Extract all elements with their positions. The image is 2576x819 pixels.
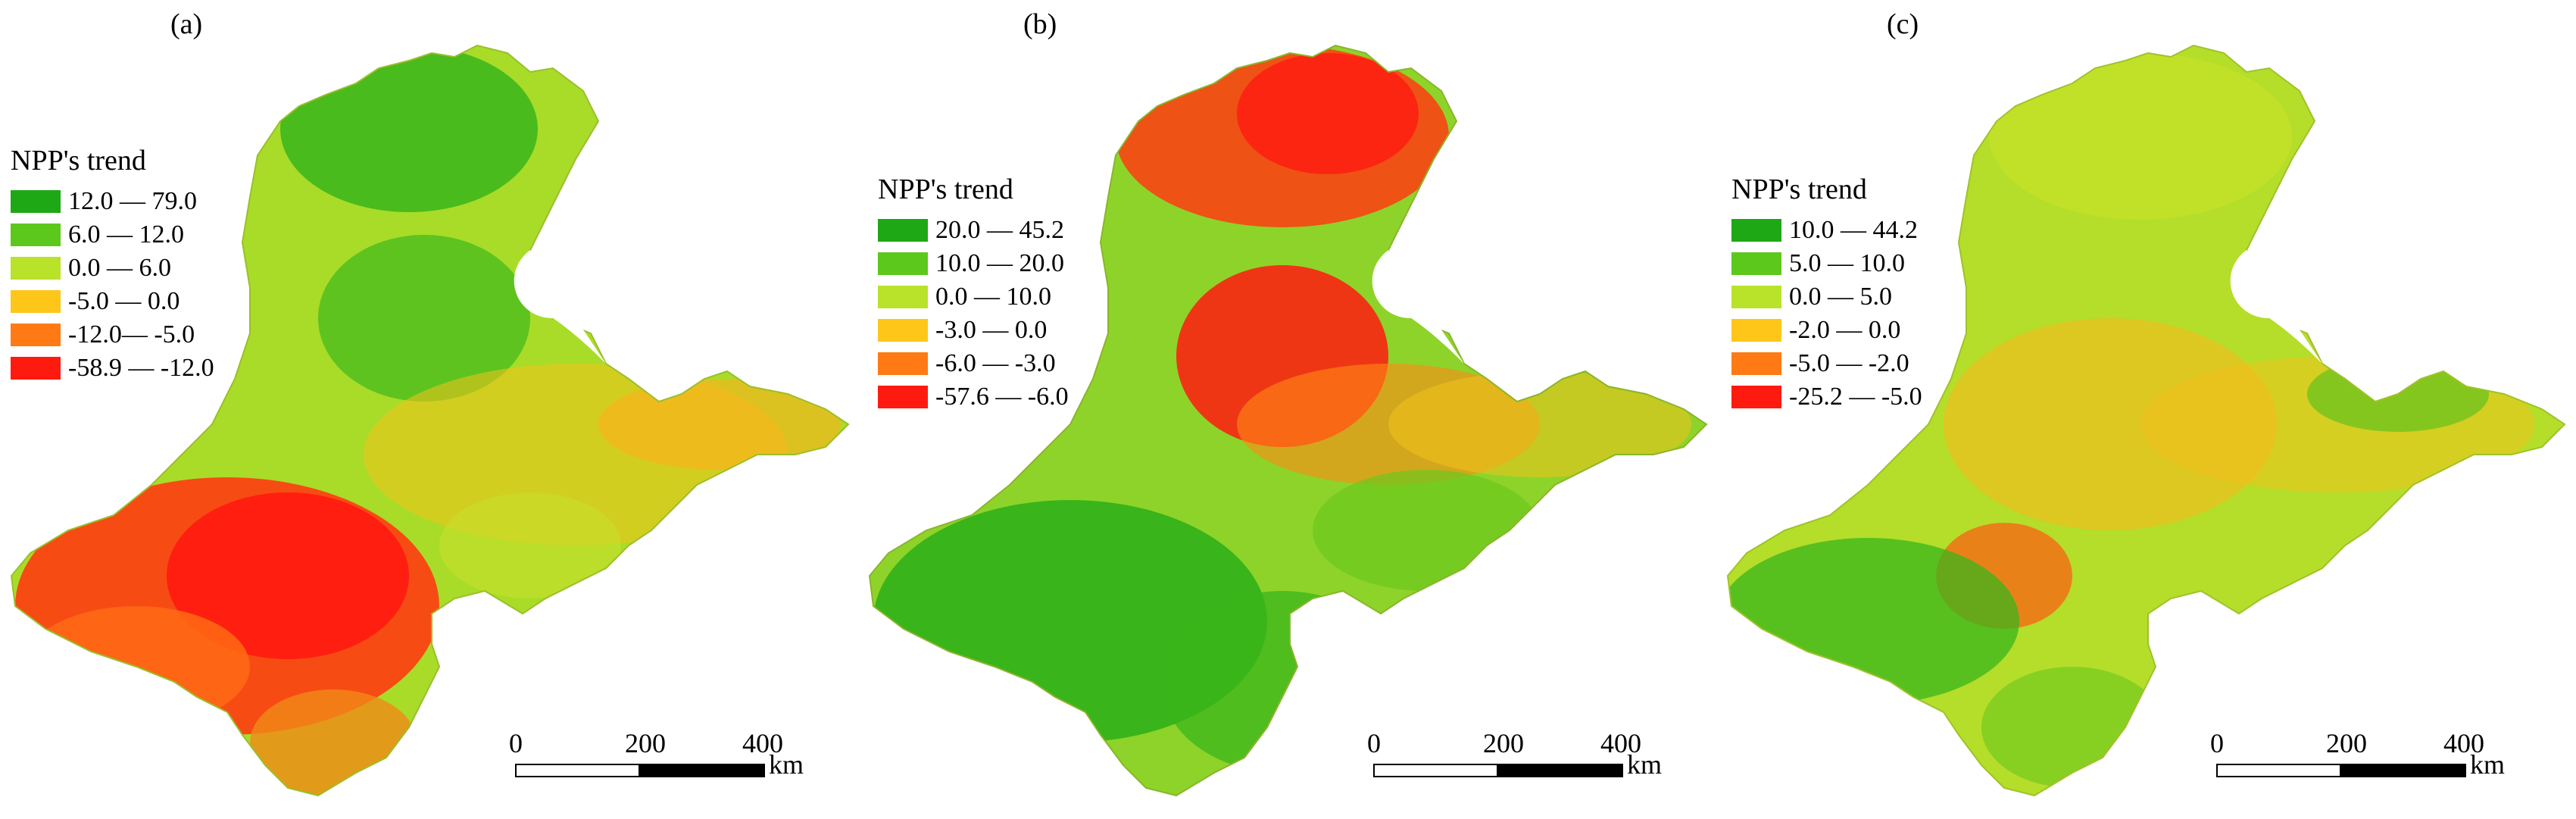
legend-swatch [878,319,928,342]
scale-tick: 0 [1367,728,1381,758]
legend-label: 0.0 — 10.0 [935,283,1051,311]
scale-tick: 400 [1600,728,1641,758]
legend-label: 6.0 — 12.0 [68,220,184,249]
legend-label: 10.0 — 20.0 [935,249,1064,277]
legend-swatch [1731,252,1781,275]
legend-swatch [1731,219,1781,242]
legend-item: 0.0 — 6.0 [11,252,214,285]
scale-segment-black [640,764,765,777]
scale-unit: km [769,749,804,780]
scale-tick: 200 [625,728,666,758]
legend-label: -3.0 — 0.0 [935,316,1048,344]
scale-segment-black [2341,764,2466,777]
legend-swatch [878,219,928,242]
panel-label: (c) [1887,8,1919,40]
legend-swatch [11,224,61,246]
scale-segment-white [2216,764,2341,777]
legend-title: NPP's trend [1731,173,1867,205]
legend-label: -25.2 — -5.0 [1789,383,1922,411]
legend-label: -12.0— -5.0 [68,320,195,349]
legend-label: 5.0 — 10.0 [1789,249,1905,277]
legend-swatch [11,190,61,213]
scale-tick: 400 [742,728,783,758]
scale-segment-white [1373,764,1498,777]
npp-trend-map [11,45,849,796]
panel-label: (b) [1023,8,1057,40]
legend-item: -57.6 — -6.0 [878,380,1069,414]
npp-trend-map [869,45,1707,796]
scale-tick: 200 [1483,728,1524,758]
scale-segment-white [515,764,640,777]
scale-bar: 0 200 400 km [509,727,833,788]
legend-item: -12.0— -5.0 [11,318,214,352]
scale-tick: 0 [509,728,523,758]
scale-bar: 0 200 400 km [2210,727,2534,788]
legend-label: 0.0 — 6.0 [68,254,171,282]
legend-item: -2.0 — 0.0 [1731,314,1922,347]
legend-item: 6.0 — 12.0 [11,218,214,252]
legend-item: 5.0 — 10.0 [1731,247,1922,280]
legend-swatch [878,352,928,375]
legend-title: NPP's trend [11,145,146,177]
scale-unit: km [2470,749,2506,780]
legend-label: -58.9 — -12.0 [68,354,214,382]
legend: NPP's trend 10.0 — 44.2 5.0 — 10.0 0.0 —… [1731,173,1922,414]
legend-item: -58.9 — -12.0 [11,352,214,385]
legend-swatch [1731,319,1781,342]
scale-tick: 200 [2326,728,2367,758]
npp-trend-map [1727,45,2565,796]
legend-swatch [878,286,928,308]
scale-tick: 400 [2443,728,2484,758]
legend-swatch [1731,286,1781,308]
legend-label: -6.0 — -3.0 [935,349,1056,377]
legend-item: -5.0 — -2.0 [1731,347,1922,380]
legend-label: 0.0 — 5.0 [1789,283,1892,311]
legend-swatch [1731,386,1781,408]
legend-item: 0.0 — 5.0 [1731,280,1922,314]
legend-swatch [11,257,61,280]
legend-swatch [11,324,61,346]
legend: NPP's trend 12.0 — 79.0 6.0 — 12.0 0.0 —… [11,144,214,385]
legend-label: 12.0 — 79.0 [68,187,197,215]
legend-swatch [878,386,928,408]
legend-item: -25.2 — -5.0 [1731,380,1922,414]
legend-label: -5.0 — 0.0 [68,287,180,315]
legend-item: 10.0 — 44.2 [1731,214,1922,247]
panel-c: (c) NPP's trend 10.0 — 44.2 5.0 — 10.0 0… [1716,0,2574,819]
panel-label: (a) [170,8,203,40]
legend-item: -6.0 — -3.0 [878,347,1069,380]
scale-bar: 0 200 400 km [1367,727,1691,788]
legend-label: 10.0 — 44.2 [1789,216,1918,244]
legend-swatch [878,252,928,275]
legend-label: -57.6 — -6.0 [935,383,1069,411]
scale-tick: 0 [2210,728,2224,758]
legend-label: -5.0 — -2.0 [1789,349,1909,377]
panel-a: (a) NPP's trend 12.0 — 79.0 6.0 — 12.0 0… [0,0,858,819]
panel-b: (b) NPP's trend 20.0 — 45.2 10.0 — 20.0 … [858,0,1716,819]
legend-label: -2.0 — 0.0 [1789,316,1901,344]
legend-item: 20.0 — 45.2 [878,214,1069,247]
legend-label: 20.0 — 45.2 [935,216,1064,244]
legend-item: 10.0 — 20.0 [878,247,1069,280]
legend-item: -5.0 — 0.0 [11,285,214,318]
scale-segment-black [1498,764,1623,777]
scale-unit: km [1627,749,1663,780]
legend-swatch [11,357,61,380]
legend-item: -3.0 — 0.0 [878,314,1069,347]
legend-title: NPP's trend [878,173,1013,205]
legend-item: 12.0 — 79.0 [11,185,214,218]
legend-item: 0.0 — 10.0 [878,280,1069,314]
legend-swatch [11,290,61,313]
legend-swatch [1731,352,1781,375]
legend: NPP's trend 20.0 — 45.2 10.0 — 20.0 0.0 … [878,173,1069,414]
